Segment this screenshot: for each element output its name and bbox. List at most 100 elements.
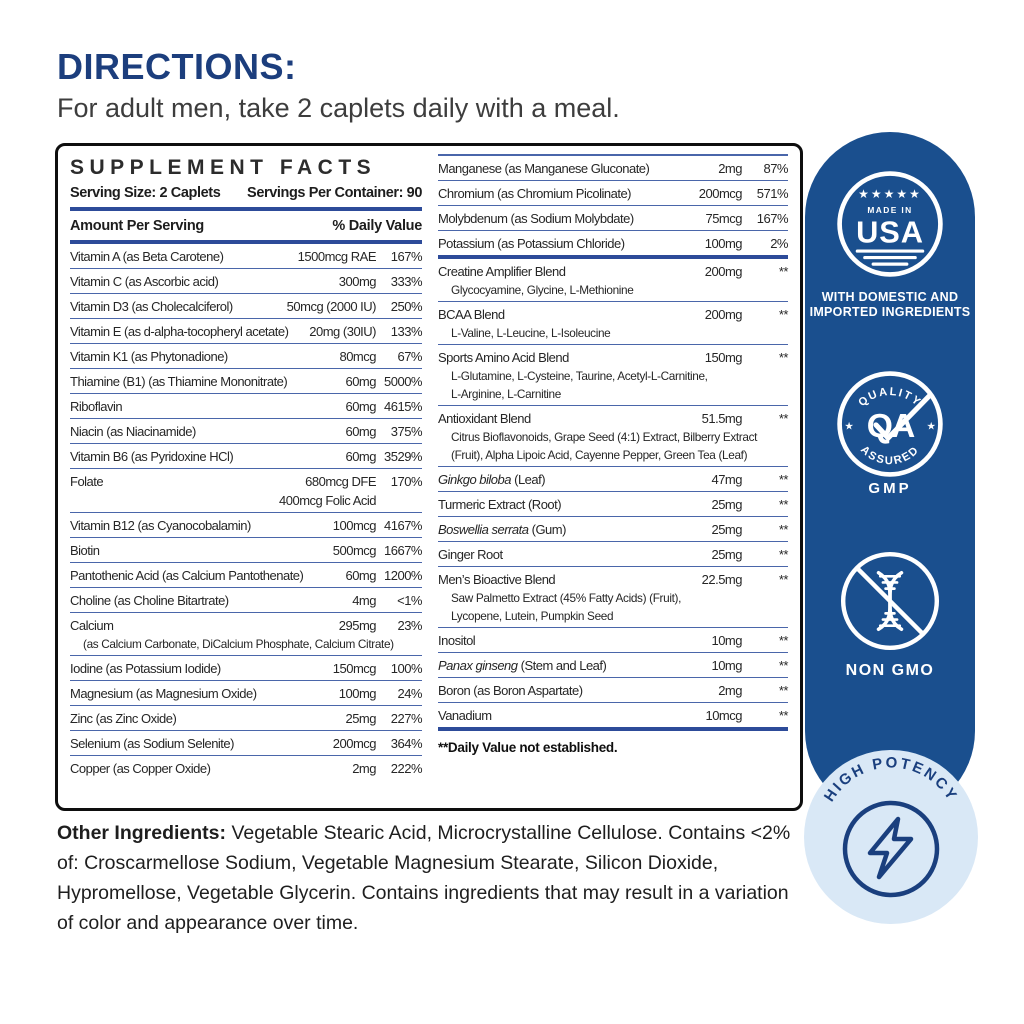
directions-heading: DIRECTIONS:: [57, 46, 297, 87]
ingredient-amount: 22.5mg: [701, 572, 743, 587]
ingredient-amount: 200mg: [704, 307, 743, 322]
ingredient-name: Vitamin C (as Ascorbic acid): [70, 274, 219, 289]
ingredient-amount: 200mcg: [698, 186, 743, 201]
fact-row: Calcium 295mg 23% (as Calcium Carbonate, Di…: [70, 613, 423, 656]
fact-row: Vitamin B6 (as Pyridoxine HCl) 60mg 3529%: [70, 444, 423, 469]
ingredient-daily-value: **: [778, 708, 789, 723]
ingredient-daily-value: 167%: [756, 211, 789, 226]
fact-row: Vitamin B12 (as Cyanocobalamin) 100mcg 416…: [70, 513, 423, 538]
fact-row: Inositol 10mg **: [438, 628, 789, 653]
ingredient-name: Inositol: [438, 633, 476, 648]
ingredient-amount: 47mg: [711, 472, 742, 487]
ingredient-name: Vitamin A (as Beta Carotene): [70, 249, 224, 264]
ingredient-daily-value: **: [778, 264, 789, 279]
other-ingredients-label: Other Ingredients:: [57, 822, 227, 844]
fact-row: Choline (as Choline Bitartrate) 4mg <1%: [70, 588, 423, 613]
ingredient-daily-value: 1667%: [384, 543, 422, 558]
fact-row: Sports Amino Acid Blend 150mg ** L-Glutamin…: [438, 345, 789, 406]
ingredient-daily-value: 227%: [390, 711, 423, 726]
fact-row: Ginkgo biloba (Leaf) 47mg **: [438, 467, 789, 492]
ingredient-daily-value: 4167%: [384, 518, 422, 533]
ingredient-daily-value: 250%: [390, 299, 423, 314]
qa-letters: QA: [867, 408, 915, 445]
ingredient-name: Folate: [70, 474, 104, 489]
ingredient-amount: 100mg: [338, 686, 377, 701]
fact-row: Iodine (as Potassium Iodide) 150mcg 100%: [70, 656, 423, 681]
ingredient-amount: 60mg: [345, 449, 376, 464]
ingredient-amount: 50mcg (2000 IU): [286, 299, 377, 314]
usa-text: USA: [856, 215, 924, 250]
fact-row: Boron (as Boron Aspartate) 2mg **: [438, 678, 789, 703]
fact-row: Niacin (as Niacinamide) 60mg 375%: [70, 419, 423, 444]
other-ingredients-text: Vegetable Stearic Acid, Microcrystalline…: [57, 822, 791, 935]
supplement-facts-panel: SUPPLEMENT FACTS Serving Size: 2 Caplets…: [55, 143, 803, 811]
daily-value-footnote: **Daily Value not established.: [438, 740, 618, 755]
ingredient-name: Zinc (as Zinc Oxide): [70, 711, 177, 726]
fact-row: Manganese (as Manganese Gluconate) 2mg 87%: [438, 156, 789, 181]
made-in-usa-icon: ★★★★★ MADE IN USA: [837, 171, 943, 277]
ingredient-name: BCAA Blend: [438, 307, 505, 322]
facts-rows-right: Manganese (as Manganese Gluconate) 2mg 87%…: [438, 156, 789, 731]
amount-per-serving-header: Amount Per Serving: [70, 218, 204, 234]
ingredient-name: Biotin: [70, 543, 100, 558]
ingredient-amount: 680mcg DFE: [305, 474, 376, 489]
ingredient-amount: 100mcg: [332, 518, 377, 533]
ingredient-daily-value: 333%: [390, 274, 423, 289]
ingredient-name: Vitamin B12 (as Cyanocobalamin): [70, 518, 251, 533]
ingredient-sub-components: L-Glutamine, L-Cysteine, Taurine, Acetyl…: [451, 369, 708, 383]
ingredient-amount: 10mg: [711, 658, 742, 673]
qa-star-right: ★: [926, 422, 935, 433]
ingredient-daily-value: 222%: [390, 761, 423, 776]
ingredient-daily-value: **: [778, 572, 789, 587]
ingredient-daily-value: 24%: [397, 686, 422, 701]
fact-row: Ginger Root 25mg **: [438, 542, 789, 567]
fact-row: Folate 680mcg DFE 170% 400mcg Folic Acid: [70, 469, 423, 513]
other-ingredients: Other Ingredients: Vegetable Stearic Aci…: [57, 818, 805, 938]
ingredient-daily-value: 87%: [763, 161, 788, 176]
ingredient-sub-components: (Fruit), Alpha Lipoic Acid, Cayenne Pepp…: [451, 448, 748, 462]
usa-caption-line2: IMPORTED INGREDIENTS: [809, 305, 971, 319]
ingredient-amount: 10mcg: [705, 708, 742, 723]
ingredient-amount: 4mg: [352, 593, 376, 608]
ingredient-sub-components: (as Calcium Carbonate, DiCalcium Phospha…: [83, 637, 394, 651]
ingredient-name: Molybdenum (as Sodium Molybdate): [438, 211, 634, 226]
fact-row: Men’s Bioactive Blend 22.5mg ** Saw Palmett…: [438, 567, 789, 628]
fact-row: Potassium (as Potassium Chloride) 100mg 2%: [438, 231, 789, 259]
high-potency-badge: HIGH POTENCY: [804, 750, 978, 924]
ingredient-amount: 75mcg: [705, 211, 742, 226]
ingredient-daily-value: **: [778, 658, 789, 673]
svg-text:QUALITY: QUALITY: [856, 386, 923, 409]
ingredient-name: Vitamin B6 (as Pyridoxine HCl): [70, 449, 234, 464]
ingredient-amount: 25mg: [711, 497, 742, 512]
ingredient-daily-value: 1200%: [384, 568, 422, 583]
fact-row: Pantothenic Acid (as Calcium Pantothenat…: [70, 563, 423, 588]
ingredient-name: Calcium: [70, 618, 114, 633]
ingredient-daily-value: **: [778, 547, 789, 562]
ingredient-daily-value: **: [778, 522, 789, 537]
ingredient-daily-value: **: [778, 350, 789, 365]
fact-row: Selenium (as Sodium Selenite) 200mcg 364%: [70, 731, 423, 756]
ingredient-name: Turmeric Extract (Root): [438, 497, 562, 512]
ingredient-amount: 295mg: [338, 618, 377, 633]
ingredient-daily-value: **: [778, 497, 789, 512]
ingredient-amount: 60mg: [345, 568, 376, 583]
ingredient-amount: 20mg (30IU): [309, 324, 376, 339]
ingredient-daily-value: 167%: [390, 249, 423, 264]
ingredient-sub-components: L-Arginine, L-Carnitine: [451, 387, 561, 401]
ingredient-amount: 300mg: [338, 274, 377, 289]
lightning-bolt-icon: [867, 816, 914, 880]
ingredient-name: Vanadium: [438, 708, 492, 723]
non-gmo-caption: NON GMO: [845, 662, 935, 679]
ingredient-sub-components: Glycocyamine, Glycine, L-Methionine: [451, 283, 634, 297]
fact-row: Magnesium (as Magnesium Oxide) 100mg 24%: [70, 681, 423, 706]
ingredient-amount-secondary: 400mcg Folic Acid: [279, 493, 377, 508]
fact-row: Vitamin K1 (as Phytonadione) 80mcg 67%: [70, 344, 423, 369]
fact-row: Vitamin A (as Beta Carotene) 1500mcg RAE 1…: [70, 244, 423, 269]
ingredient-amount: 60mg: [345, 399, 376, 414]
directions-text: For adult men, take 2 caplets daily with…: [57, 93, 620, 123]
ingredient-name: Boswellia serrata (Gum): [438, 522, 566, 537]
ingredient-daily-value: 364%: [390, 736, 423, 751]
ingredient-daily-value: <1%: [397, 593, 422, 608]
made-in-text: MADE IN: [867, 205, 912, 215]
